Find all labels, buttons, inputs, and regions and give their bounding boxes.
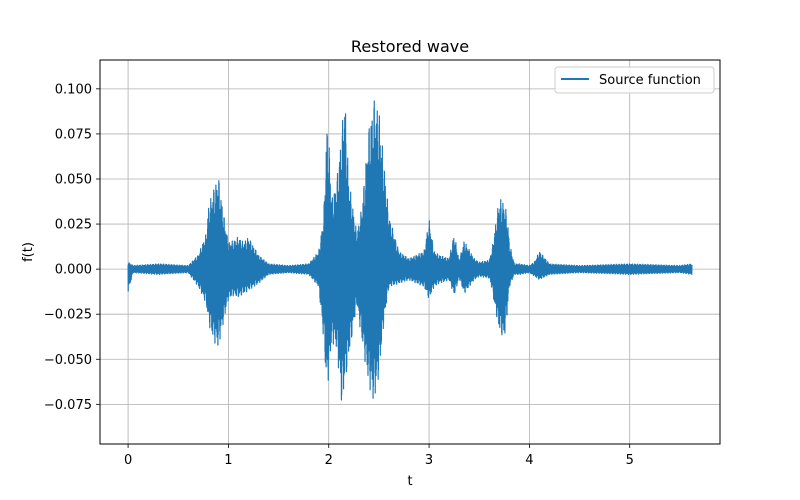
legend-box xyxy=(554,66,715,94)
x-axis-label: t xyxy=(407,474,412,489)
x-tick-label: 5 xyxy=(626,453,634,468)
legend: Source function xyxy=(554,66,715,94)
y-tick-label: −0.050 xyxy=(44,353,92,368)
y-tick-label: 0.025 xyxy=(55,218,92,233)
y-axis-label: f(t) xyxy=(21,242,36,262)
chart-title: Restored wave xyxy=(351,37,469,56)
x-tick-label: 0 xyxy=(124,453,132,468)
series-line-source-function xyxy=(127,100,693,401)
y-tick-label: 0.100 xyxy=(55,82,92,97)
y-tick-label: 0.075 xyxy=(55,127,92,142)
y-tick-label: 0.050 xyxy=(55,172,92,187)
ticks: 0 1 2 3 4 5 −0.075 −0.050 −0.025 0.000 0.025 0.050 0… xyxy=(44,82,634,468)
legend-label: Source function xyxy=(599,73,701,88)
series-layer xyxy=(127,100,693,401)
y-tick-label: −0.075 xyxy=(44,398,92,413)
plot-frame xyxy=(99,59,721,445)
x-tick-label: 2 xyxy=(325,453,333,468)
x-tick-label: 1 xyxy=(224,453,232,468)
x-tick-label: 4 xyxy=(525,453,533,468)
x-tick-label: 3 xyxy=(425,453,433,468)
y-tick-label: 0.000 xyxy=(55,263,92,278)
y-tick-label: −0.025 xyxy=(44,308,92,323)
